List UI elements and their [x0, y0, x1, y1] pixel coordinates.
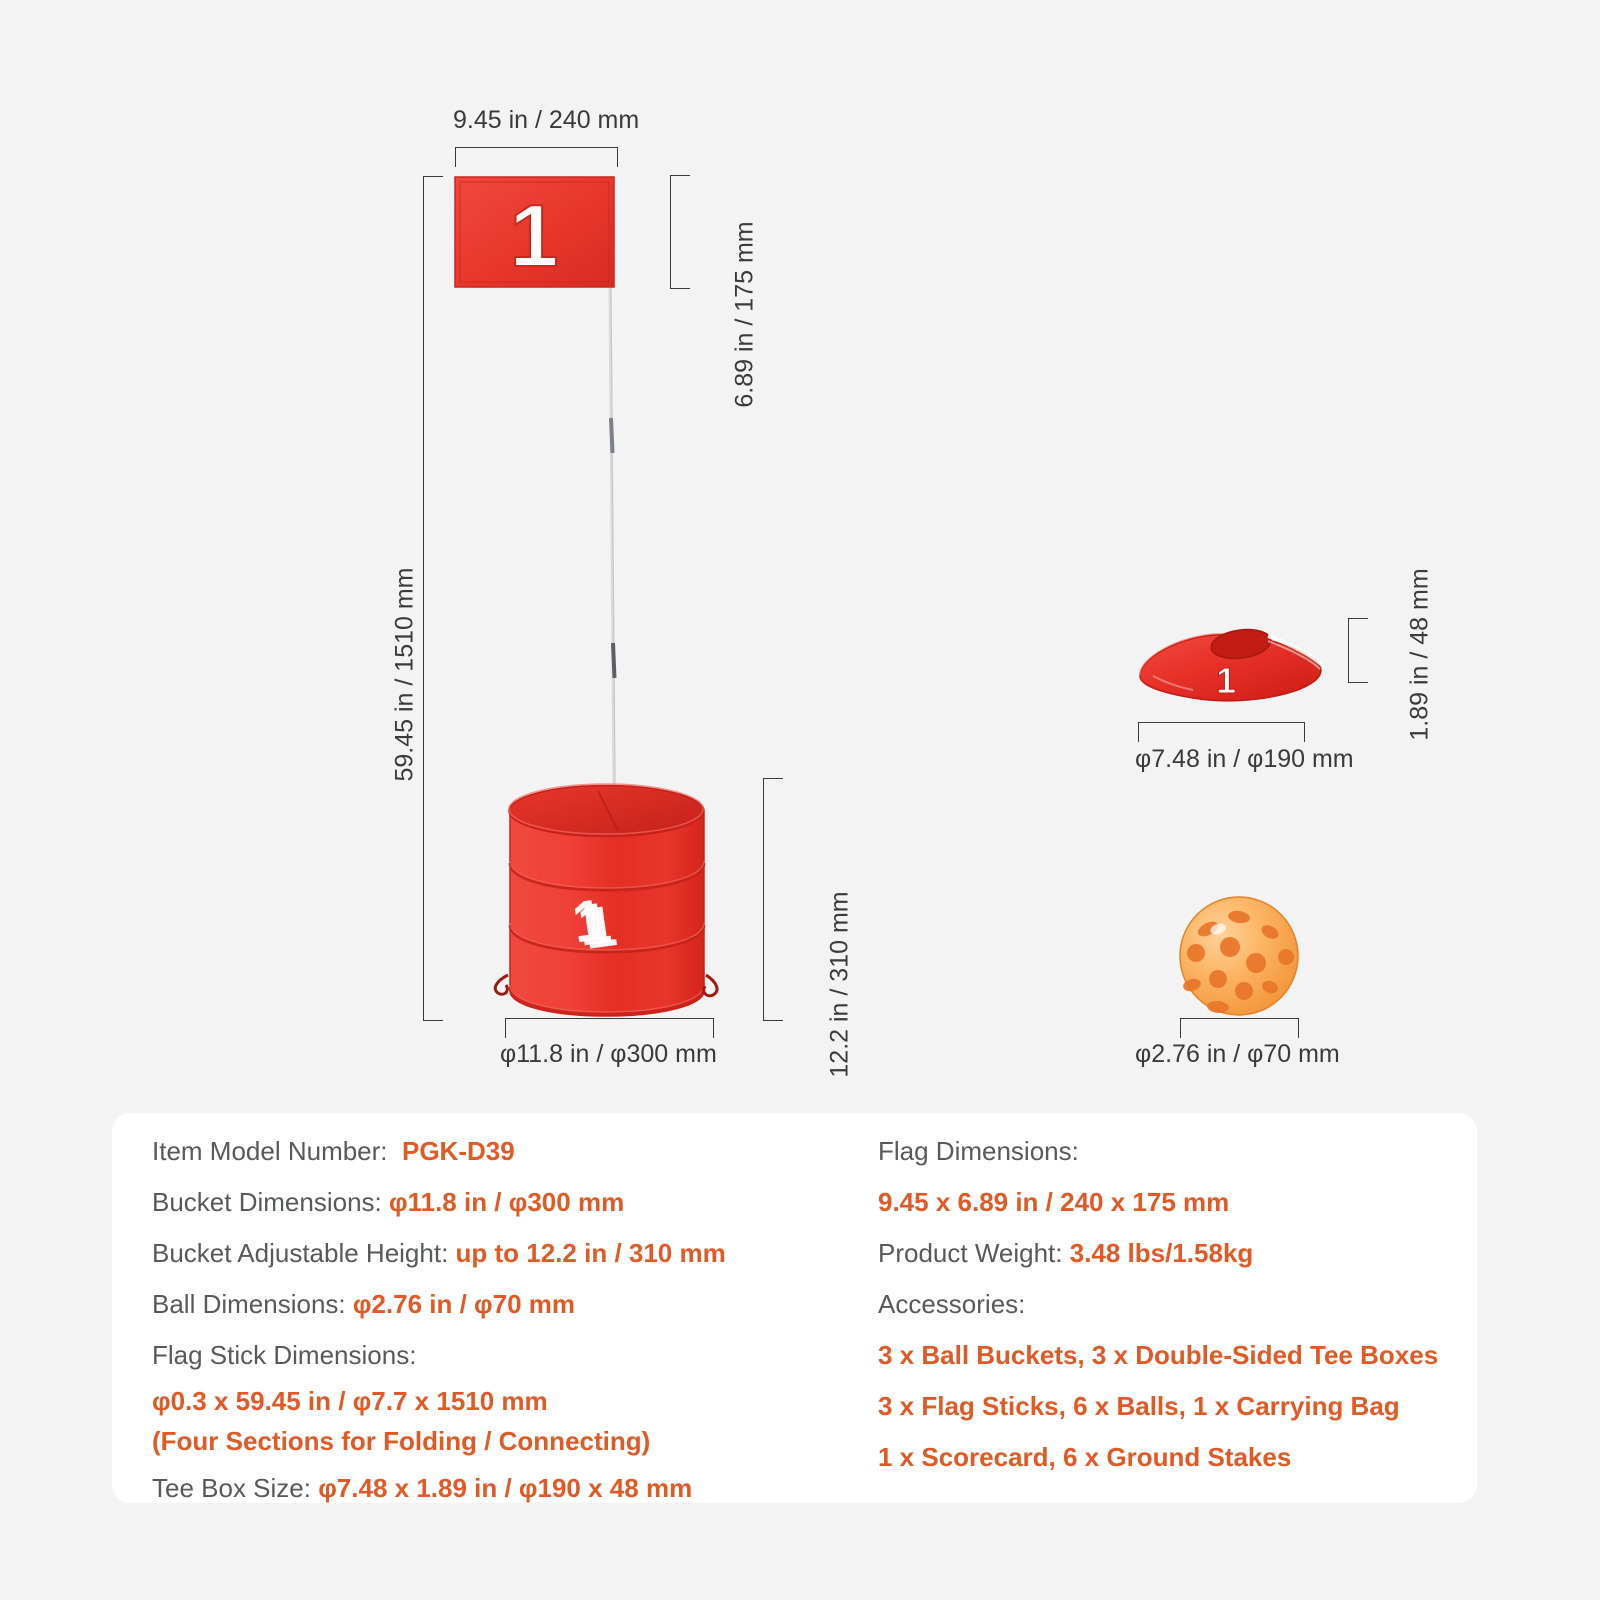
svg-text:1: 1 — [510, 186, 559, 285]
svg-text:1: 1 — [1216, 660, 1236, 701]
